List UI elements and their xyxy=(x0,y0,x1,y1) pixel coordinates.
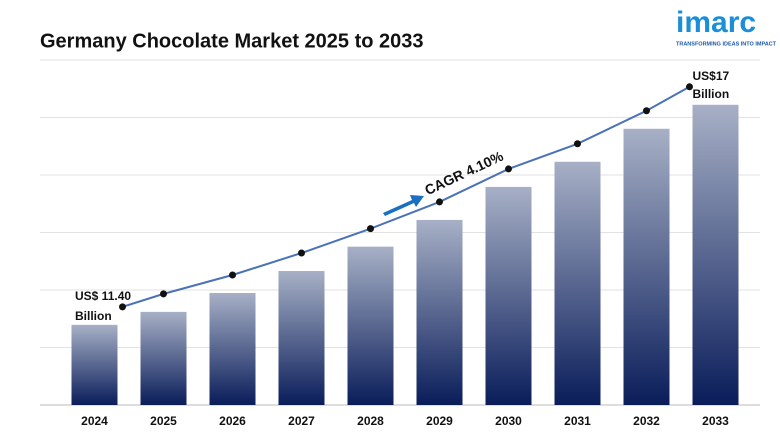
value-label: US$17 xyxy=(693,69,730,83)
x-tick-label: 2029 xyxy=(426,414,453,428)
trend-dot xyxy=(298,249,305,257)
chart-title: Germany Chocolate Market 2025 to 2033 xyxy=(40,30,424,52)
bar xyxy=(209,293,256,405)
bar xyxy=(623,128,670,406)
plot: 2024 2025 2026 2027 2028 2029 2030 2031 2032 2033… xyxy=(40,59,760,428)
trend-dot xyxy=(574,140,581,148)
value-label: Billion xyxy=(693,87,730,101)
trend-dot xyxy=(436,198,443,206)
bar xyxy=(485,186,532,405)
value-label: Billion xyxy=(75,309,112,323)
bar xyxy=(416,219,463,405)
trend-dot xyxy=(643,107,650,115)
cagr-arrow xyxy=(383,195,424,216)
value-label: US$ 11.40 xyxy=(75,289,131,303)
bar xyxy=(71,324,118,405)
trend-dot xyxy=(119,303,126,311)
x-tick-label: 2025 xyxy=(150,414,177,428)
trend-line xyxy=(122,85,690,308)
x-tick-label: 2024 xyxy=(81,414,108,428)
x-tick-label: 2032 xyxy=(633,414,660,428)
trend-dot xyxy=(160,290,167,298)
x-tick-label: 2026 xyxy=(219,414,246,428)
trend-dot xyxy=(229,271,236,279)
trend-dot xyxy=(367,225,374,233)
bar xyxy=(554,161,601,405)
x-tick-label: 2027 xyxy=(288,414,315,428)
x-tick-label: 2030 xyxy=(495,414,522,428)
bar xyxy=(347,246,394,405)
x-tick-label: 2031 xyxy=(564,414,591,428)
trend-dot xyxy=(505,165,512,173)
x-tick-label: 2033 xyxy=(702,414,729,428)
logo-name: imarc xyxy=(676,6,756,39)
bar xyxy=(692,104,739,406)
trend-dot xyxy=(686,83,693,91)
x-tick-label: 2028 xyxy=(357,414,384,428)
bar xyxy=(278,271,325,405)
logo-tagline: TRANSFORMING IDEAS INTO IMPACT xyxy=(676,41,777,47)
bar xyxy=(140,311,187,405)
